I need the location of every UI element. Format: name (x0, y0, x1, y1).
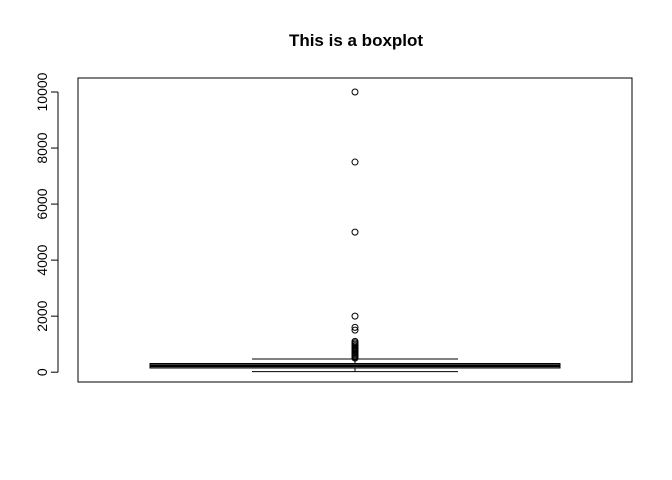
chart-title: This is a boxplot (289, 31, 423, 50)
y-tick-label: 4000 (34, 244, 50, 275)
outlier-point (351, 312, 359, 320)
outlier-point (351, 158, 359, 166)
y-tick-label: 10000 (34, 72, 50, 111)
y-tick-label: 8000 (34, 132, 50, 163)
outlier-point (351, 88, 359, 96)
outlier-point (351, 228, 359, 236)
y-tick-label: 0 (34, 368, 50, 376)
outlier-point (351, 337, 359, 345)
outlier-point (351, 323, 359, 331)
outlier-point (351, 326, 359, 334)
plot-layer: 0 2000 4000 6000 8000 10000 (34, 72, 633, 383)
plot-frame (77, 77, 633, 383)
y-tick-label: 6000 (34, 188, 50, 219)
y-tick-label: 2000 (34, 300, 50, 331)
